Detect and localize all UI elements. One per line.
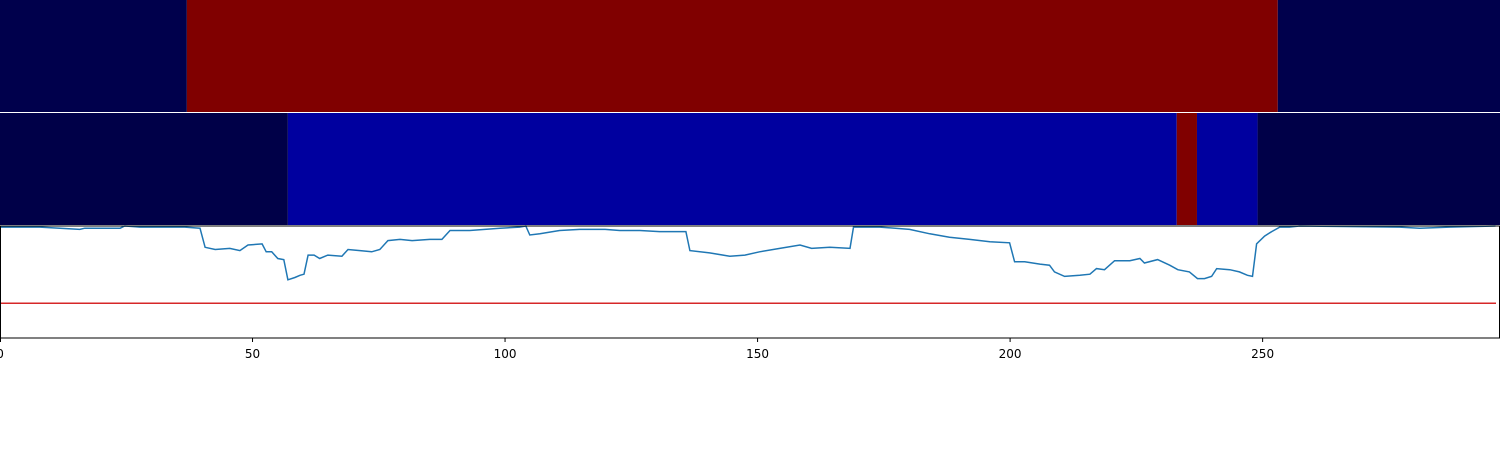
heat-segment (1176, 113, 1197, 225)
x-tick-label: 0 (0, 347, 4, 361)
x-tick-label: 50 (245, 347, 260, 361)
x-tick-label: 100 (494, 347, 517, 361)
heat-segment (1257, 113, 1500, 225)
heat-segment (1196, 113, 1258, 225)
plot-frame (0, 225, 1500, 339)
heat-segment (0, 0, 187, 112)
x-tick-label: 150 (746, 347, 769, 361)
data-line (0, 225, 1496, 281)
x-tick-label: 200 (999, 347, 1022, 361)
heat-segment (287, 113, 1177, 225)
heat-segment (186, 0, 1278, 112)
x-tick-label: 250 (1251, 347, 1274, 361)
heat-segment (1277, 0, 1500, 112)
heat-segment (0, 113, 288, 225)
